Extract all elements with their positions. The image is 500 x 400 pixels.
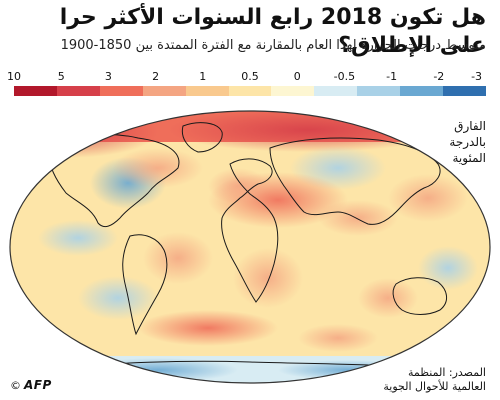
afp-wordmark: AFP	[24, 378, 52, 392]
world-map	[8, 108, 492, 386]
legend-swatch	[99, 86, 143, 96]
legend-swatch	[142, 86, 186, 96]
legend-label: -0.5	[333, 70, 356, 83]
map-subtitle: متوسط درجات الحرارة لهذا العام بالمقارنة…	[60, 38, 486, 53]
map-title: هل تكون 2018 رابع السنوات الأكثر حرا على…	[59, 5, 486, 58]
legend-swatch	[357, 86, 401, 96]
greenland-outline	[181, 122, 223, 153]
legend-color-bar	[14, 86, 486, 96]
source-note: المصدر: المنظمة العالمية للأحوال الجوية	[366, 366, 486, 394]
legend-label: 3	[104, 70, 112, 83]
asia-outline	[269, 137, 441, 225]
legend-swatch	[185, 86, 229, 96]
australia-outline	[392, 277, 447, 315]
legend-swatch	[56, 86, 100, 96]
legend-label: 0.5	[241, 70, 259, 83]
legend-swatch	[443, 86, 486, 96]
legend-label: 0	[293, 70, 301, 83]
legend-label: 10	[7, 70, 21, 83]
legend-label: 1	[199, 70, 207, 83]
legend-swatch	[14, 86, 57, 96]
legend-label: 5	[57, 70, 65, 83]
world-map-svg	[9, 110, 491, 384]
source-line-1: المصدر: المنظمة	[408, 366, 486, 379]
north-america-outline	[47, 133, 180, 228]
legend-swatch	[400, 86, 444, 96]
legend-label: -2	[433, 70, 445, 83]
legend-label: -1	[386, 70, 398, 83]
legend-swatch	[271, 86, 315, 96]
copyright-symbol: ©	[10, 378, 21, 392]
legend-swatch	[228, 86, 272, 96]
south-america-outline	[122, 234, 168, 336]
source-line-2: العالمية للأحوال الجوية	[383, 380, 486, 393]
globe-outline	[9, 110, 491, 384]
legend-scale-labels: 10 5 3 2 1 0.5 0 -0.5 -1 -2 -3	[7, 70, 486, 84]
legend-swatch	[314, 86, 358, 96]
legend-title: الفارق بالدرجة المئوية	[449, 119, 486, 165]
europe-africa-outline	[221, 158, 279, 303]
legend-label: 2	[152, 70, 160, 83]
afp-logo: © AFP	[10, 378, 52, 392]
legend-label: -3	[471, 70, 483, 83]
